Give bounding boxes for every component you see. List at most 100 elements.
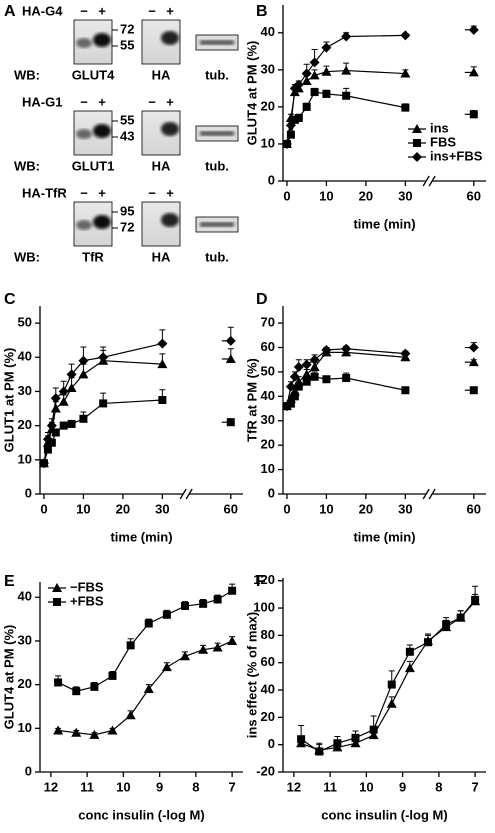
- lane-sign: −: [80, 94, 88, 109]
- band: [93, 215, 111, 229]
- marker: [67, 419, 76, 428]
- marker: [310, 372, 319, 381]
- marker: [58, 396, 69, 406]
- construct-label: HA-G4: [22, 3, 63, 18]
- band: [161, 31, 179, 45]
- x-tick-label: 10: [116, 779, 130, 794]
- marker: [143, 684, 154, 694]
- marker: [342, 374, 351, 383]
- marker: [58, 386, 69, 397]
- marker: [43, 445, 52, 454]
- construct-label: HA-TfR: [22, 185, 67, 200]
- marker: [144, 619, 153, 628]
- marker: [66, 383, 77, 393]
- y-tick-label: 20: [261, 709, 275, 724]
- series-line: [286, 91, 406, 145]
- x-tick-label: 9: [399, 779, 406, 794]
- y-tick-label: 30: [18, 383, 32, 398]
- panel-label: D: [256, 291, 268, 308]
- marker: [53, 725, 64, 735]
- y-axis-title: TfR at PM (%): [244, 358, 259, 442]
- marker: [99, 399, 108, 408]
- x-axis-title: time (min): [353, 529, 415, 544]
- marker: [468, 342, 479, 353]
- marker: [310, 88, 319, 97]
- marker: [301, 369, 312, 379]
- marker: [342, 91, 351, 100]
- lane-sign: −: [148, 3, 156, 18]
- marker: [468, 357, 479, 367]
- y-tick-label: 10: [261, 461, 275, 476]
- y-tick-label: 40: [261, 681, 275, 696]
- y-tick-label: 20: [18, 676, 32, 691]
- axis-break: [422, 175, 430, 187]
- x-axis-title: time (min): [353, 216, 415, 231]
- x-tick-label: 10: [359, 779, 373, 794]
- band: [93, 124, 111, 138]
- marker: [351, 733, 360, 742]
- y-tick-label: -20: [256, 763, 275, 778]
- marker: [285, 381, 296, 392]
- marker: [469, 386, 478, 395]
- marker: [302, 102, 311, 111]
- lane-label: HA: [152, 158, 171, 173]
- marker: [228, 586, 237, 595]
- marker: [350, 738, 361, 748]
- marker: [387, 680, 396, 689]
- marker: [59, 421, 68, 430]
- band: [76, 129, 92, 139]
- y-tick-label: 40: [261, 24, 275, 39]
- marker: [322, 375, 331, 384]
- y-tick-label: 30: [261, 61, 275, 76]
- x-tick-label: 60: [467, 188, 481, 203]
- x-tick-label: 20: [359, 501, 373, 516]
- marker: [51, 428, 60, 437]
- marker: [286, 130, 295, 139]
- x-tick-label: 0: [283, 501, 290, 516]
- marker: [50, 403, 61, 413]
- x-tick-label: 7: [472, 779, 479, 794]
- y-tick-label: 30: [18, 632, 32, 647]
- marker: [333, 739, 342, 748]
- marker: [46, 420, 57, 431]
- y-tick-label: 0: [268, 172, 275, 187]
- marker: [72, 687, 81, 696]
- marker: [301, 359, 312, 370]
- marker: [42, 434, 53, 445]
- marker: [227, 635, 238, 645]
- lane-label: tub.: [205, 67, 229, 82]
- marker: [180, 651, 190, 661]
- lane-sign: −: [148, 94, 156, 109]
- marker: [225, 335, 236, 346]
- y-tick-label: 60: [261, 339, 275, 354]
- marker: [213, 595, 222, 604]
- y-axis-title: GLUT1 at PM (%): [1, 348, 16, 453]
- construct-label: HA-G1: [22, 94, 62, 109]
- x-tick-label: 0: [40, 501, 47, 516]
- y-tick-label: 120: [253, 572, 275, 587]
- marker: [212, 642, 223, 652]
- x-tick-label: 11: [80, 779, 94, 794]
- marker: [309, 354, 320, 365]
- marker: [369, 725, 378, 734]
- x-tick-label: 10: [319, 188, 333, 203]
- marker: [294, 382, 303, 391]
- marker: [341, 31, 352, 42]
- marker: [126, 641, 135, 650]
- marker: [286, 399, 295, 408]
- lane-label: HA: [152, 67, 171, 82]
- marker: [199, 599, 208, 608]
- legend-marker: [412, 124, 422, 133]
- x-tick-label: 30: [398, 501, 412, 516]
- marker: [66, 369, 77, 380]
- marker: [289, 371, 300, 382]
- y-tick-label: 20: [261, 98, 275, 113]
- marker: [125, 710, 136, 720]
- x-tick-label: 10: [319, 501, 333, 516]
- marker: [468, 67, 479, 77]
- marker: [181, 602, 189, 611]
- x-axis-title: conc insulin (-log M): [321, 807, 447, 822]
- lane-label: TfR: [82, 249, 104, 264]
- x-tick-label: 30: [398, 188, 412, 203]
